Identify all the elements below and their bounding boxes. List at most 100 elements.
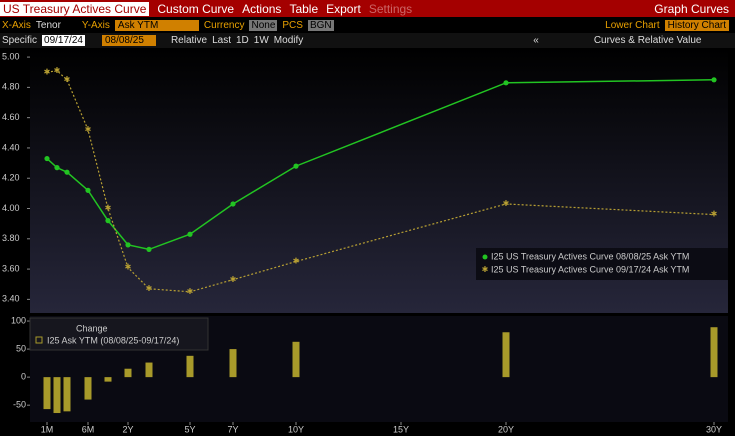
label: PCS xyxy=(282,19,303,31)
point xyxy=(503,80,509,86)
label: X-Axis xyxy=(2,19,31,31)
point: ✱ xyxy=(54,66,61,75)
bar xyxy=(43,377,51,410)
select[interactable]: None xyxy=(249,19,278,31)
bar xyxy=(53,377,61,414)
panel-title: Curves & Relative Value xyxy=(593,35,702,46)
point xyxy=(293,163,299,169)
date[interactable]: 08/08/25 xyxy=(101,35,156,46)
x-tick-label: 2Y xyxy=(122,424,133,434)
label: Specific xyxy=(2,35,38,46)
y-tick-label: 4.00 xyxy=(2,203,20,213)
button[interactable]: 1W xyxy=(253,35,269,46)
legend-title: Change xyxy=(76,323,108,333)
bar xyxy=(104,377,112,382)
y-tick-label: 100 xyxy=(11,315,26,325)
point xyxy=(85,187,91,193)
y-tick-label: 4.80 xyxy=(2,82,20,92)
y-tick-label: 50 xyxy=(16,343,26,353)
point: ✱ xyxy=(187,287,194,296)
button[interactable]: Modify xyxy=(273,35,304,46)
point xyxy=(54,165,60,171)
button[interactable]: Relative xyxy=(170,35,208,46)
legend-swatch xyxy=(35,336,43,344)
x-tick-label: 6M xyxy=(82,424,95,434)
title: US Treasury Actives Curve xyxy=(0,1,150,16)
bar xyxy=(186,355,194,378)
dates: Specific 09/17/24 08/08/25 Relative Last… xyxy=(0,33,735,48)
button[interactable]: Last xyxy=(212,35,231,46)
bar xyxy=(710,327,718,378)
label: Lower Chart xyxy=(605,19,660,31)
menu[interactable]: Table xyxy=(289,1,319,16)
point xyxy=(711,77,717,83)
label: Currency xyxy=(203,19,245,31)
button[interactable]: 1D xyxy=(236,35,249,46)
y-tick-label: 0 xyxy=(21,372,26,382)
input[interactable]: BGN xyxy=(307,19,334,31)
select[interactable]: Ask YTM xyxy=(114,19,199,31)
bar xyxy=(84,377,92,400)
menu[interactable]: Custom Curve xyxy=(157,1,235,16)
y-tick-label: 3.40 xyxy=(2,294,20,304)
bar xyxy=(63,377,71,412)
bar xyxy=(502,332,510,378)
legend-swatch xyxy=(482,254,488,260)
y-tick-label: 4.40 xyxy=(2,142,20,152)
point xyxy=(187,231,193,237)
point: ✱ xyxy=(711,210,718,219)
point: ✱ xyxy=(85,125,92,134)
y-tick-label: 5.00 xyxy=(2,51,20,61)
point xyxy=(105,218,111,224)
title-bar: US Treasury Actives Curve Custom Curve A… xyxy=(0,0,735,17)
point: ✱ xyxy=(230,275,237,284)
point: ✱ xyxy=(105,204,112,213)
y-tick-label: -50 xyxy=(13,400,26,410)
collapse[interactable]: « xyxy=(533,35,539,46)
point: ✱ xyxy=(293,257,300,266)
line xyxy=(46,70,715,293)
label: Y-Axis xyxy=(81,19,110,31)
point: ✱ xyxy=(125,263,132,272)
bar xyxy=(229,349,237,378)
point: ✱ xyxy=(64,75,71,84)
point xyxy=(146,246,152,252)
x-tick-label: 20Y xyxy=(498,424,514,434)
bar xyxy=(124,368,132,378)
y-tick-label: 3.80 xyxy=(2,233,20,243)
legend-label: I25 Ask YTM (08/08/25-09/17/24) xyxy=(47,335,179,345)
x-tick-label: 1M xyxy=(41,424,54,434)
point xyxy=(125,242,131,248)
controls: X-Axis Tenor Y-Axis Ask YTM Currency Non… xyxy=(0,17,735,33)
y-tick-label: 4.20 xyxy=(2,173,20,183)
legend-swatch: ✱ xyxy=(482,265,489,274)
x-tick-label: 30Y xyxy=(706,424,722,434)
point: ✱ xyxy=(44,67,51,76)
value: Tenor xyxy=(35,19,61,31)
x-tick-label: 5Y xyxy=(184,424,195,434)
menu[interactable]: Settings xyxy=(368,1,413,16)
x-tick-label: 10Y xyxy=(288,424,304,434)
legend xyxy=(29,317,209,351)
date[interactable]: 09/17/24 xyxy=(42,35,85,46)
select[interactable]: History Chart xyxy=(664,19,729,31)
y-tick-label: 4.60 xyxy=(2,112,20,122)
point: ✱ xyxy=(146,284,153,293)
legend xyxy=(476,248,728,280)
x-tick-label: 7Y xyxy=(227,424,238,434)
menu[interactable]: Export xyxy=(326,1,361,16)
point xyxy=(64,169,70,175)
point: ✱ xyxy=(503,199,510,208)
legend-label: I25 US Treasury Actives Curve 09/17/24 A… xyxy=(491,264,689,274)
point xyxy=(44,155,50,162)
chart: 5.004.804.604.404.204.003.803.603.40✱ ✱✱✱… xyxy=(2,48,728,434)
graph-curves[interactable]: Graph Curves xyxy=(654,1,729,16)
bar xyxy=(292,341,300,378)
legend-label: I25 US Treasury Actives Curve 08/08/25 A… xyxy=(491,251,689,261)
bar xyxy=(145,362,153,378)
menu[interactable]: Actions xyxy=(242,1,282,16)
point xyxy=(230,201,236,207)
x-tick-label: 15Y xyxy=(393,424,409,434)
y-tick-label: 3.60 xyxy=(2,263,20,273)
